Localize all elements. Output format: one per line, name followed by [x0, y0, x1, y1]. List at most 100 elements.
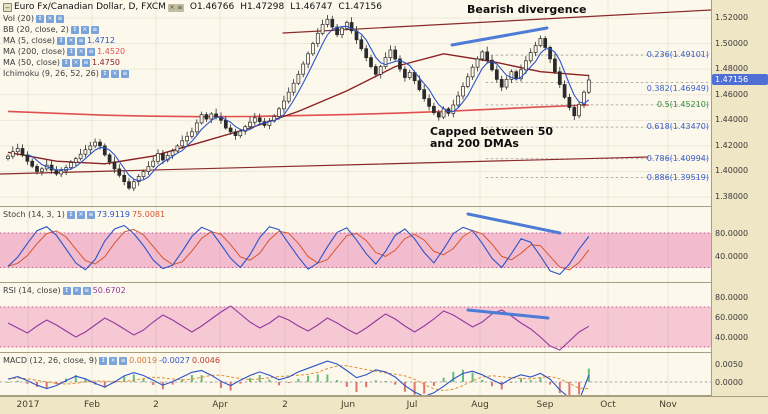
stoch-legend: Stoch (14, 3, 1) ↕ × ≡ 73.9119 75.0081 [3, 209, 167, 220]
indicator-row: BB (20, close, 2) ↕ × ≡ [3, 24, 384, 35]
indicator-label: MACD (12, 26, close, 9) [3, 356, 98, 365]
price-axis-tick: 1.52000 [715, 13, 749, 22]
indicator-value: 1.4520 [97, 47, 126, 56]
hide-icon[interactable]: × [167, 4, 176, 12]
close-icon[interactable]: × [66, 36, 75, 45]
menu-icon[interactable]: ≡ [119, 356, 128, 365]
close-icon[interactable]: × [45, 14, 54, 23]
ohlc-low: L1.46747 [290, 2, 333, 12]
time-axis-label: 2017 [16, 400, 40, 410]
indicator-row: RSI (14, close) ↕ × ≡ 50.6702 [3, 285, 128, 296]
stoch-pane[interactable] [0, 207, 711, 283]
indicator-value: -0.0027 [159, 356, 190, 365]
rsi-pane[interactable] [0, 283, 711, 353]
support-trendline[interactable] [0, 156, 649, 175]
fib-level-label: 0.786(1.40994) [646, 153, 709, 163]
indicator-label: MA (50, close) [3, 58, 61, 67]
price-axis-tick: 1.48000 [715, 64, 749, 74]
bearish-divergence-annotation[interactable]: Bearish divergence [467, 3, 587, 16]
price-chart-canvas[interactable] [0, 0, 711, 206]
close-icon[interactable]: × [72, 58, 81, 67]
price-pane[interactable] [0, 0, 711, 207]
rsi-chart-canvas[interactable] [0, 283, 711, 352]
close-icon[interactable]: × [77, 47, 86, 56]
indicator-row: Vol (20) ↕ × ≡ [3, 13, 384, 24]
indicator-label: RSI (14, close) [3, 286, 61, 295]
symbol-row: − Euro Fx/Canadian Dollar, D, FXCM × ≡ O1… [3, 1, 384, 13]
time-axis-label: 2 [153, 400, 159, 410]
overlay-indicator-rows: Vol (20) ↕ × ≡ BB (20, close, 2) ↕ × ≡ MA (5, cl… [3, 13, 384, 79]
close-icon[interactable]: × [109, 356, 118, 365]
indicator-value: 50.6702 [92, 286, 126, 295]
macd-pane[interactable] [0, 353, 711, 396]
rsi-axis-tick: 60.0000 [715, 313, 749, 322]
indicator-label: MA (200, close) [3, 47, 66, 56]
indicator-label: Ichimoku (9, 26, 52, 26) [3, 69, 99, 78]
price-axis-tick: 1.40000 [715, 166, 749, 176]
macd-axis-tick: 0.0050 [715, 360, 743, 369]
chart-legend: − Euro Fx/Canadian Dollar, D, FXCM × ≡ O1… [3, 1, 384, 79]
indicator-row: MA (200, close) ↕ × ≡ 1.4520 [3, 46, 384, 57]
symbol-title[interactable]: Euro Fx/Canadian Dollar, D, FXCM [14, 2, 166, 12]
title-icons: × ≡ [167, 2, 184, 12]
move-icon[interactable]: ↕ [56, 36, 65, 45]
fib-level-label: 0.236(1.49101) [646, 50, 709, 60]
close-icon[interactable]: × [80, 25, 89, 34]
macd-chart-canvas[interactable] [0, 353, 711, 395]
move-icon[interactable]: ↕ [99, 356, 108, 365]
menu-icon[interactable]: ≡ [82, 286, 91, 295]
menu-icon[interactable]: ≡ [55, 14, 64, 23]
stoch-chart-canvas[interactable] [0, 207, 711, 282]
time-axis-label: Aug [471, 400, 489, 410]
capped-annotation-line2: and 200 DMAs [430, 137, 519, 150]
move-icon[interactable]: ↕ [100, 69, 109, 78]
time-axis-label: 2 [282, 400, 288, 410]
time-axis-label: Sep [536, 400, 554, 410]
fib-level-label: 0.618(1.43470) [646, 122, 709, 132]
menu-icon[interactable]: ≡ [120, 69, 129, 78]
time-axis[interactable]: 2017 Feb 2 Apr 2 Jun Jul Aug Sep Oct Nov [0, 396, 768, 414]
ohlc-high: H1.47298 [240, 2, 285, 12]
close-icon[interactable]: × [72, 286, 81, 295]
move-icon[interactable]: ↕ [62, 286, 71, 295]
macd-legend: MACD (12, 26, close, 9) ↕ × ≡ 0.0019 -0.0027 0… [3, 355, 222, 366]
time-axis-label: Apr [212, 400, 228, 410]
fib-level-label: 0.886(1.39519) [646, 172, 709, 182]
collapse-icon[interactable]: − [3, 2, 12, 12]
price-axis-tick: 1.46000 [715, 89, 749, 99]
price-axis-tick: 1.50000 [715, 38, 749, 48]
move-icon[interactable]: ↕ [70, 25, 79, 34]
stoch-axis-tick: 80.0000 [715, 229, 749, 238]
indicator-label: Stoch (14, 3, 1) [3, 210, 65, 219]
move-icon[interactable]: ↕ [66, 210, 75, 219]
rsi-legend: RSI (14, close) ↕ × ≡ 50.6702 [3, 285, 128, 296]
rsi-axis-tick: 40.0000 [715, 333, 749, 342]
indicator-label: MA (5, close) [3, 36, 55, 45]
close-icon[interactable]: × [110, 69, 119, 78]
close-icon[interactable]: × [76, 210, 85, 219]
time-axis-label: Feb [84, 400, 100, 410]
fib-level-label: 0.5(1.45210) [656, 99, 709, 109]
bearish-divergence-line[interactable] [450, 26, 549, 47]
resistance-trendline[interactable] [282, 9, 711, 34]
more-icon[interactable]: ≡ [175, 4, 184, 12]
rsi-divergence-line[interactable] [466, 308, 550, 320]
price-axis[interactable] [711, 0, 768, 396]
menu-icon[interactable]: ≡ [87, 47, 96, 56]
menu-icon[interactable]: ≡ [76, 36, 85, 45]
move-icon[interactable]: ↕ [67, 47, 76, 56]
price-axis-tick: 1.42000 [715, 140, 749, 150]
rsi-axis-tick: 80.0000 [715, 293, 749, 302]
menu-icon[interactable]: ≡ [82, 58, 91, 67]
indicator-label: BB (20, close, 2) [3, 25, 69, 34]
last-price-tag: 1.47156 [712, 73, 768, 85]
ohlc-close: C1.47156 [338, 2, 382, 12]
move-icon[interactable]: ↕ [62, 58, 71, 67]
menu-icon[interactable]: ≡ [90, 25, 99, 34]
capped-annotation[interactable]: Capped between 50 and 200 DMAs [430, 126, 553, 150]
ohlc-open: O1.46766 [189, 2, 235, 12]
move-icon[interactable]: ↕ [35, 14, 44, 23]
stoch-divergence-line[interactable] [466, 212, 562, 235]
menu-icon[interactable]: ≡ [86, 210, 95, 219]
